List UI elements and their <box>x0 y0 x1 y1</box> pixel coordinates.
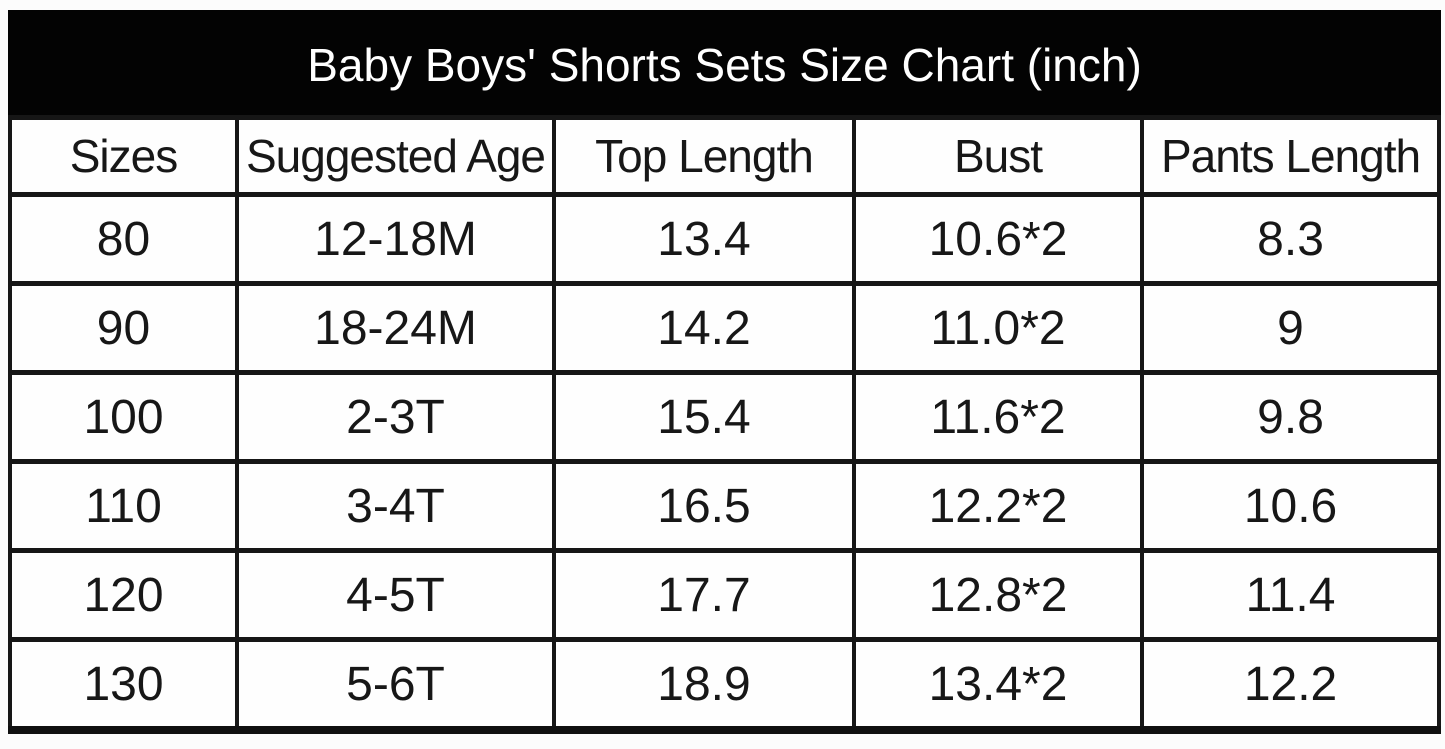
table-cell-size: 80 <box>8 192 239 286</box>
table-cell-bust: 12.8*2 <box>852 548 1144 642</box>
table-cell-pants-length: 9 <box>1139 281 1442 375</box>
size-chart-table: Baby Boys' Shorts Sets Size Chart (inch)… <box>7 10 1442 734</box>
table-cell-age: 18-24M <box>235 281 556 375</box>
column-header-suggested-age: Suggested Age <box>235 115 556 197</box>
table-cell-age: 3-4T <box>235 459 556 553</box>
table-row-size-130: 130 5-6T 18.9 13.4*2 12.2 <box>8 637 1442 733</box>
table-cell-top-length: 13.4 <box>552 192 856 286</box>
table-cell-top-length: 18.9 <box>552 637 856 733</box>
table-cell-pants-length: 8.3 <box>1139 192 1442 286</box>
table-cell-pants-length: 11.4 <box>1139 548 1442 642</box>
table-cell-bust: 13.4*2 <box>852 637 1144 733</box>
table-cell-pants-length: 9.8 <box>1139 370 1442 464</box>
table-cell-size: 100 <box>8 370 239 464</box>
table-cell-top-length: 17.7 <box>552 548 856 642</box>
table-cell-top-length: 14.2 <box>552 281 856 375</box>
table-cell-age: 5-6T <box>235 637 556 733</box>
table-cell-pants-length: 12.2 <box>1139 637 1442 733</box>
column-header-bust: Bust <box>852 115 1144 197</box>
table-cell-size: 120 <box>8 548 239 642</box>
table-cell-bust: 11.6*2 <box>852 370 1144 464</box>
table-cell-age: 4-5T <box>235 548 556 642</box>
table-row-size-90: 90 18-24M 14.2 11.0*2 9 <box>8 281 1442 375</box>
column-header-sizes: Sizes <box>8 115 239 197</box>
table-row-size-110: 110 3-4T 16.5 12.2*2 10.6 <box>8 459 1442 553</box>
table-cell-size: 130 <box>8 637 239 733</box>
title-banner-row: Baby Boys' Shorts Sets Size Chart (inch) <box>7 10 1442 120</box>
table-cell-age: 12-18M <box>235 192 556 286</box>
chart-title: Baby Boys' Shorts Sets Size Chart (inch) <box>307 39 1142 91</box>
table-cell-top-length: 16.5 <box>552 459 856 553</box>
table-cell-bust: 11.0*2 <box>852 281 1144 375</box>
chart-title-banner: Baby Boys' Shorts Sets Size Chart (inch) <box>7 10 1442 120</box>
table-cell-top-length: 15.4 <box>552 370 856 464</box>
column-header-pants-length: Pants Length <box>1139 115 1442 197</box>
table-cell-bust: 12.2*2 <box>852 459 1144 553</box>
column-header-row: Sizes Suggested Age Top Length Bust Pant… <box>8 115 1442 197</box>
table-row-size-100: 100 2-3T 15.4 11.6*2 9.8 <box>8 370 1442 464</box>
table-cell-size: 110 <box>8 459 239 553</box>
table-cell-bust: 10.6*2 <box>852 192 1144 286</box>
table-row-size-80: 80 12-18M 13.4 10.6*2 8.3 <box>8 192 1442 286</box>
table-cell-age: 2-3T <box>235 370 556 464</box>
table-cell-size: 90 <box>8 281 239 375</box>
table-row-size-120: 120 4-5T 17.7 12.8*2 11.4 <box>8 548 1442 642</box>
table-cell-pants-length: 10.6 <box>1139 459 1442 553</box>
column-header-top-length: Top Length <box>552 115 856 197</box>
